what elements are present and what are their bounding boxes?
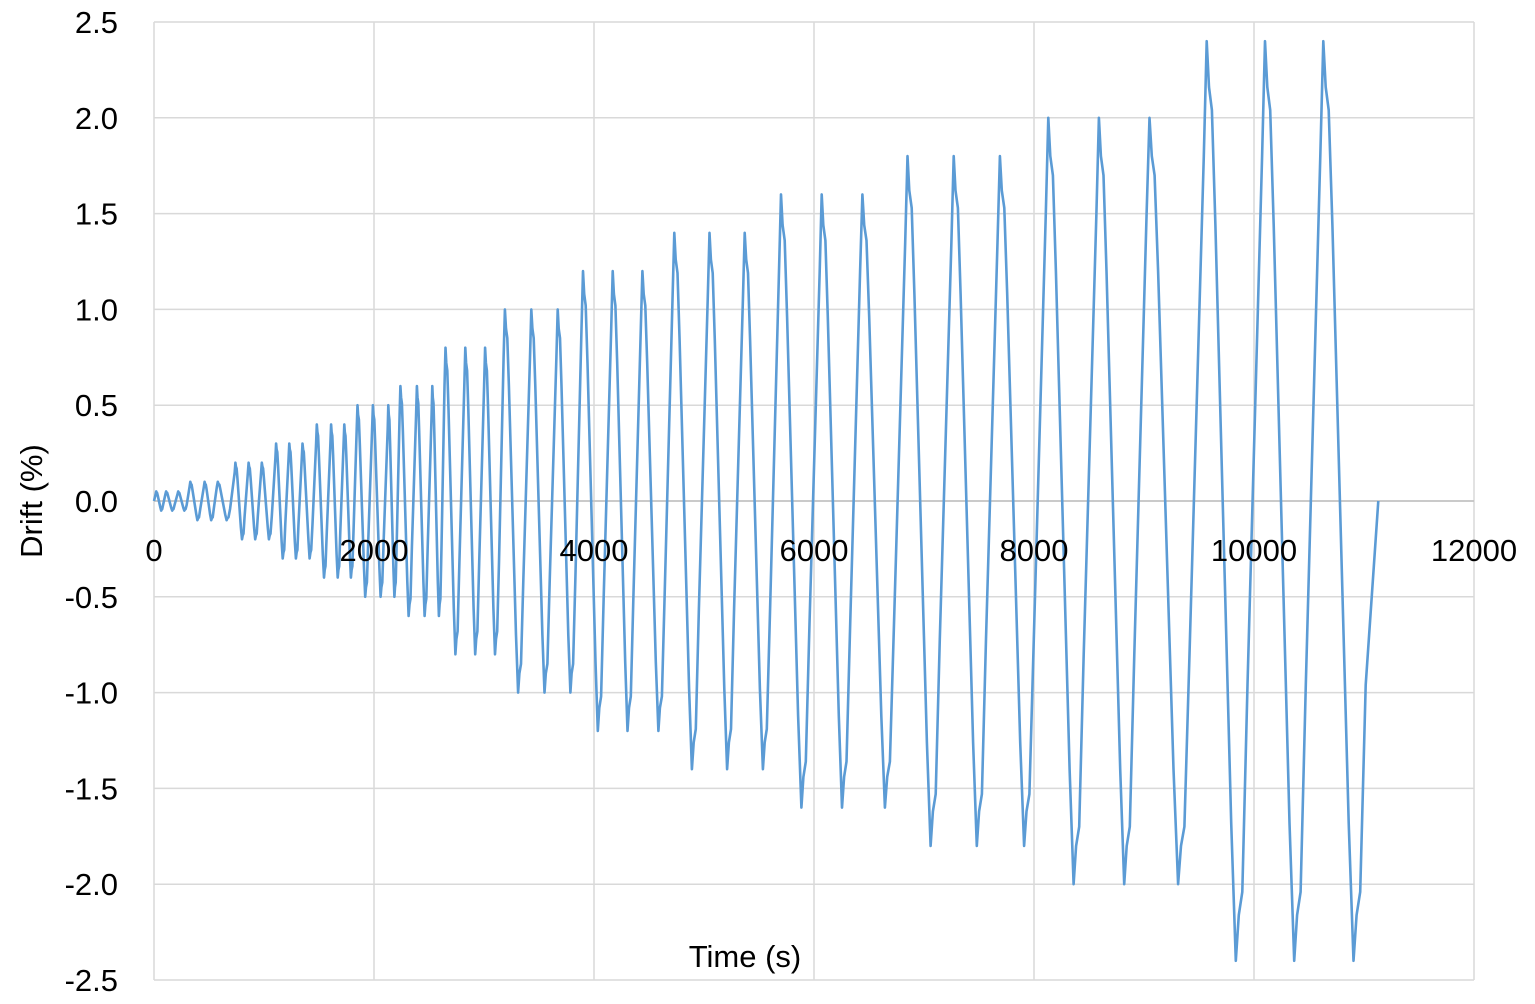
y-axis-title: Drift (%)	[14, 444, 49, 558]
x-tick-label: 4000	[560, 533, 629, 568]
y-tick-label: -1.5	[65, 771, 118, 806]
x-axis-title: Time (s)	[689, 939, 802, 974]
y-tick-label: 2.5	[75, 5, 118, 40]
y-tick-label: 1.5	[75, 197, 118, 232]
x-tick-labels: 0 2000 4000 6000 8000 10000 12000	[145, 533, 1517, 568]
gridlines	[153, 21, 1475, 981]
drift-series-line	[152, 39, 1380, 963]
x-tick-label: 10000	[1211, 533, 1297, 568]
y-tick-label: 1.0	[75, 292, 118, 327]
series-layer	[152, 39, 1380, 963]
y-tick-label: 2.0	[75, 101, 118, 136]
y-tick-label: -2.5	[65, 963, 118, 998]
y-tick-labels: 2.5 2.0 1.5 1.0 0.5 0.0 -0.5 -1.0 -1.5 -2.0 -2.5	[65, 5, 118, 998]
x-tick-label: 6000	[780, 533, 849, 568]
y-tick-label: -0.5	[65, 580, 118, 615]
x-tick-label: 2000	[340, 533, 409, 568]
x-tick-label: 12000	[1431, 533, 1517, 568]
y-tick-label: -2.0	[65, 867, 118, 902]
y-tick-label: 0.5	[75, 388, 118, 423]
y-tick-label: 0.0	[75, 484, 118, 519]
x-tick-label: 8000	[1000, 533, 1069, 568]
x-tick-label: 0	[145, 533, 162, 568]
y-tick-label: -1.0	[65, 676, 118, 711]
